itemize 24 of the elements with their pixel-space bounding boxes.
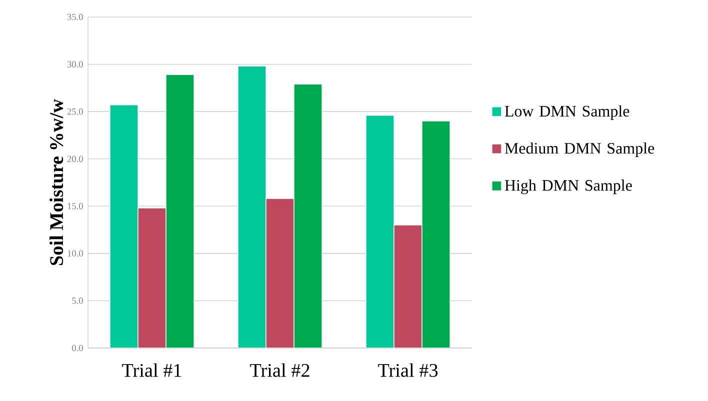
y-tick-label: 35.0	[67, 14, 83, 20]
y-tick-label: 15.0	[68, 202, 83, 210]
bar	[422, 120, 450, 348]
y-tick-label: 20.0	[67, 156, 83, 162]
bar	[166, 74, 194, 348]
x-tick-label: Trial #2	[250, 363, 310, 377]
y-tick-label: 5.0	[72, 298, 83, 304]
y-axis-title: Soil Moisture %w/w	[50, 99, 64, 266]
bar	[110, 104, 138, 348]
bar	[238, 66, 266, 348]
legend-label: Medium DMN Sample	[504, 142, 654, 157]
legend-label: Low DMN Sample	[504, 105, 630, 120]
bar	[294, 84, 322, 348]
x-tick-label: Trial #1	[122, 363, 182, 377]
legend-label: High DMN Sample	[504, 180, 632, 194]
y-tick-label: 25.0	[67, 108, 83, 115]
bar	[266, 198, 294, 348]
y-tick-label: 0.0	[72, 344, 83, 352]
y-tick-label: 10.0	[68, 250, 83, 257]
x-tick-label: Trial #3	[378, 363, 438, 377]
bar	[394, 224, 422, 348]
bar	[138, 208, 166, 348]
y-tick-label: 30.0	[67, 61, 83, 68]
bar	[366, 115, 394, 348]
